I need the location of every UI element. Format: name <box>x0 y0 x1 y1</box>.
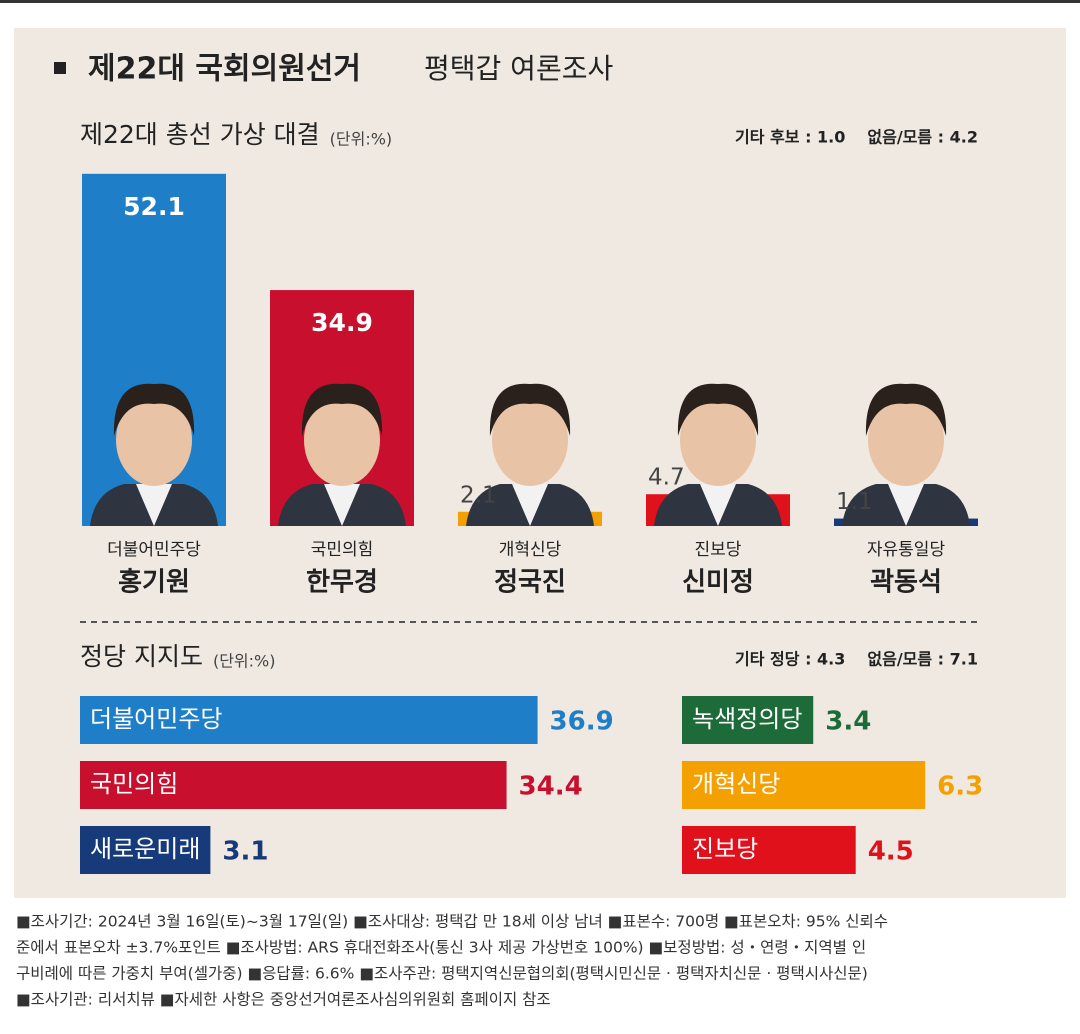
photo-collar <box>512 484 548 526</box>
footnote: 구비례에 따른 가중치 부여(셀가중) ■응답률: 6.6% ■조사주관: 평택… <box>16 965 868 983</box>
candidate-name: 신미정 <box>682 568 754 598</box>
bar <box>80 696 538 744</box>
value-label: 3.1 <box>222 837 268 867</box>
chart-title: 정당 지지도 <box>80 642 203 671</box>
value-label: 4.5 <box>868 837 914 867</box>
photo-collar <box>136 484 172 526</box>
photo-face <box>680 394 756 486</box>
subtitle: 평택갑 여론조사 <box>424 52 613 85</box>
value-label: 52.1 <box>123 192 185 221</box>
note: 기타 정당 : 4.3 <box>735 650 845 669</box>
bar-label: 새로운미래 <box>90 835 200 863</box>
value-label: 4.7 <box>648 465 685 491</box>
note: 없음/모름 : 7.1 <box>867 650 978 669</box>
photo-face <box>116 394 192 486</box>
bar-label: 더불어민주당 <box>90 705 222 733</box>
note: 없음/모름 : 4.2 <box>867 128 978 147</box>
value-label: 3.4 <box>825 707 871 737</box>
unit-label: (단위:%) <box>213 652 276 671</box>
party-label: 진보당 <box>695 540 742 560</box>
bar-label: 진보당 <box>692 835 758 863</box>
party-label: 개혁신당 <box>499 540 562 560</box>
photo-hair <box>677 383 759 436</box>
photo-hair <box>301 383 383 436</box>
photo-hair <box>489 383 571 436</box>
bar <box>682 826 856 874</box>
photo-hair <box>865 383 947 436</box>
candidate-name: 곽동석 <box>870 568 942 598</box>
candidate-name: 정국진 <box>494 568 566 598</box>
chart-title: 제22대 총선 가상 대결 <box>80 120 320 149</box>
photo-collar <box>324 484 360 526</box>
unit-label: (단위:%) <box>330 130 393 149</box>
title-bullet <box>54 62 66 74</box>
value-label: 2.1 <box>460 482 497 508</box>
photo-face <box>868 394 944 486</box>
footnote: ■조사기관: 리서치뷰 ■자세한 사항은 중앙선거여론조사심의위원회 홈페이지 … <box>16 991 551 1009</box>
photo-collar <box>888 484 924 526</box>
photo-collar <box>700 484 736 526</box>
value-label: 1.1 <box>836 489 873 515</box>
bar <box>80 761 507 809</box>
party-label: 국민의힘 <box>311 540 374 560</box>
value-label: 6.3 <box>937 772 983 802</box>
candidate-name: 한무경 <box>306 568 378 598</box>
note: 기타 후보 : 1.0 <box>735 128 845 147</box>
value-label: 34.4 <box>519 772 583 802</box>
bar-label: 개혁신당 <box>692 770 780 798</box>
party-label: 더불어민주당 <box>107 540 201 560</box>
bar <box>682 761 926 809</box>
bar-label: 녹색정의당 <box>692 705 802 733</box>
footnote: 준에서 표본오차 ±3.7%포인트 ■조사방법: ARS 휴대전화조사(통신 3… <box>16 939 866 957</box>
value-label: 34.9 <box>311 308 373 337</box>
bar <box>80 826 211 874</box>
title: 제22대 국회의원선거 <box>88 52 361 87</box>
bar <box>682 696 814 744</box>
party-label: 자유통일당 <box>867 540 946 560</box>
top-rule <box>0 0 1080 3</box>
candidate-name: 홍기원 <box>118 568 190 598</box>
value-label: 36.9 <box>550 707 614 737</box>
footnote: ■조사기간: 2024년 3월 16일(토)~3월 17일(일) ■조사대상: … <box>16 913 888 931</box>
photo-face <box>492 394 568 486</box>
bar-label: 국민의힘 <box>90 770 178 798</box>
photo-face <box>304 394 380 486</box>
photo-hair <box>113 383 195 436</box>
